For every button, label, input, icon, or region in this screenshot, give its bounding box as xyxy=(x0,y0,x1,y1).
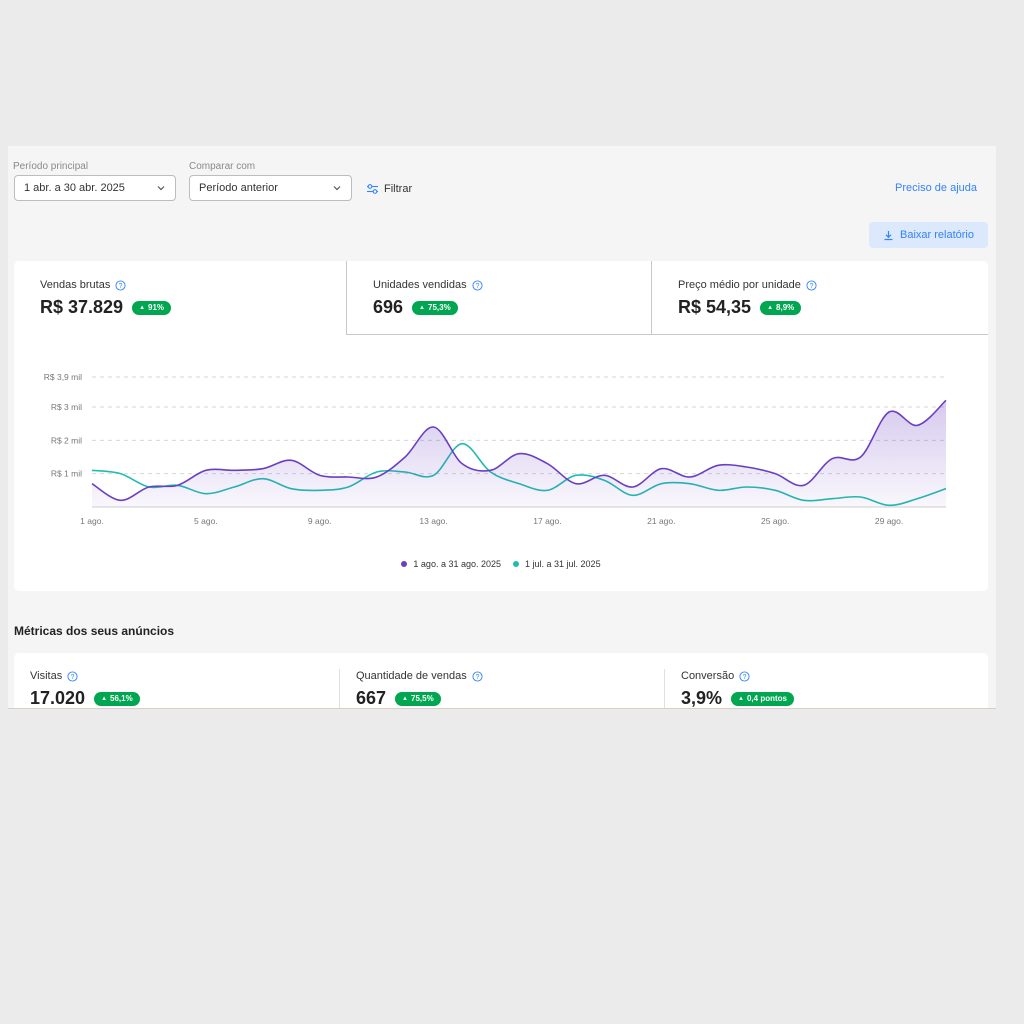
tab-avg-price[interactable]: Preço médio por unidade ? R$ 54,35 ▲ 8,9% xyxy=(651,261,988,335)
metric-visits: Visitas ? 17.020 ▲ 56,1% xyxy=(14,653,339,708)
x-tick-label: 5 ago. xyxy=(194,516,218,526)
metric-value: 667 xyxy=(356,688,387,708)
tab-label: Unidades vendidas xyxy=(373,279,467,291)
section-title: Métricas dos seus anúncios xyxy=(14,624,175,638)
tab-value: R$ 37.829 xyxy=(40,297,124,317)
legend-dot xyxy=(513,561,520,567)
chevron-down-icon xyxy=(333,186,341,191)
svg-text:?: ? xyxy=(119,282,123,289)
svg-text:?: ? xyxy=(743,673,747,680)
sliders-icon xyxy=(367,184,378,194)
help-circle-icon[interactable]: ? xyxy=(115,279,126,291)
growth-badge: ▲ 75,3% xyxy=(412,300,458,315)
badge-text: 75,5% xyxy=(411,694,434,703)
badge-text: 0,4 pontos xyxy=(746,694,787,703)
legend-label: 1 ago. a 31 ago. 2025 xyxy=(413,559,502,569)
x-tick-label: 21 ago. xyxy=(647,516,675,526)
download-label: Baixar relatório xyxy=(900,229,974,241)
x-tick-label: 29 ago. xyxy=(875,516,903,526)
legend-item[interactable]: 1 jul. a 31 jul. 2025 xyxy=(513,559,601,569)
badge-text: 75,3% xyxy=(428,303,451,312)
dashboard-panel: Período principal 1 abr. a 30 abr. 2025 … xyxy=(8,146,996,709)
up-triangle-icon: ▲ xyxy=(402,695,408,702)
x-tick-label: 25 ago. xyxy=(761,516,789,526)
metric-label: Quantidade de vendas xyxy=(356,670,467,682)
metric-sales-count: Quantidade de vendas ? 667 ▲ 75,5% xyxy=(339,669,664,708)
chart-legend: 1 ago. a 31 ago. 2025 1 jul. a 31 jul. 2… xyxy=(14,559,988,569)
y-tick-label: R$ 3 mil xyxy=(51,402,82,412)
metric-value: 17.020 xyxy=(30,688,86,708)
growth-badge: ▲ 8,9% xyxy=(760,300,802,315)
tab-label: Preço médio por unidade xyxy=(678,279,801,291)
filter-label: Filtrar xyxy=(384,183,413,195)
svg-text:?: ? xyxy=(810,282,814,289)
y-tick-label: R$ 3,9 mil xyxy=(44,372,82,382)
y-tick-label: R$ 1 mil xyxy=(51,469,82,479)
up-triangle-icon: ▲ xyxy=(738,695,744,702)
metric-label: Visitas xyxy=(30,670,63,682)
up-triangle-icon: ▲ xyxy=(139,304,146,311)
x-tick-label: 17 ago. xyxy=(533,516,561,526)
badge-text: 8,9% xyxy=(776,303,795,312)
main-period-value: 1 abr. a 30 abr. 2025 xyxy=(24,182,125,194)
main-period-label: Período principal xyxy=(13,161,89,172)
sales-line-chart: R$ 1 mil R$ 2 mil R$ 3 mil R$ 3,9 mil 1 ago.… xyxy=(44,372,947,526)
legend-item[interactable]: 1 ago. a 31 ago. 2025 xyxy=(401,559,501,569)
compare-label: Comparar com xyxy=(189,161,256,172)
svg-text:?: ? xyxy=(475,673,479,680)
tab-units-sold[interactable]: Unidades vendidas ? 696 ▲ 75,3% xyxy=(346,261,651,335)
y-tick-label: R$ 2 mil xyxy=(51,435,82,445)
up-triangle-icon: ▲ xyxy=(419,304,425,311)
tab-value: R$ 54,35 xyxy=(678,297,752,317)
sales-chart-card: Vendas brutas ? R$ 37.829 ▲ 91% Unidades … xyxy=(14,261,988,591)
svg-text:?: ? xyxy=(71,673,75,680)
tab-value: 696 xyxy=(373,297,404,317)
help-circle-icon[interactable]: ? xyxy=(67,670,78,682)
main-period-select[interactable]: 1 abr. a 30 abr. 2025 xyxy=(14,175,176,201)
growth-badge: ▲ 0,4 pontos xyxy=(731,691,794,706)
x-tick-label: 9 ago. xyxy=(308,516,332,526)
download-icon xyxy=(884,230,893,240)
svg-text:?: ? xyxy=(475,282,479,289)
compare-select[interactable]: Período anterior xyxy=(189,175,352,201)
help-link[interactable]: Preciso de ajuda xyxy=(895,182,977,194)
help-circle-icon[interactable]: ? xyxy=(739,670,750,682)
ad-metrics-card: Visitas ? 17.020 ▲ 56,1% Quantidade de ve… xyxy=(14,653,988,708)
legend-dot xyxy=(401,561,408,567)
download-report-button[interactable]: Baixar relatório xyxy=(869,222,988,248)
growth-badge: ▲ 91% xyxy=(132,300,172,315)
tab-gross-sales[interactable]: Vendas brutas ? R$ 37.829 ▲ 91% xyxy=(14,261,346,335)
metric-value: 3,9% xyxy=(681,688,723,708)
x-tick-label: 13 ago. xyxy=(419,516,447,526)
compare-value: Período anterior xyxy=(199,182,278,194)
help-circle-icon[interactable]: ? xyxy=(806,279,817,291)
up-triangle-icon: ▲ xyxy=(101,695,108,702)
growth-badge: ▲ 75,5% xyxy=(395,691,441,706)
metric-label: Conversão xyxy=(681,670,735,682)
chevron-down-icon xyxy=(157,186,165,191)
help-circle-icon[interactable]: ? xyxy=(472,670,483,682)
tab-label: Vendas brutas xyxy=(40,279,111,291)
help-circle-icon[interactable]: ? xyxy=(472,279,483,291)
badge-text: 91% xyxy=(148,303,165,312)
metric-conversion: Conversão ? 3,9% ▲ 0,4 pontos xyxy=(664,669,988,708)
filter-button[interactable]: Filtrar xyxy=(366,180,412,198)
up-triangle-icon: ▲ xyxy=(767,304,774,311)
growth-badge: ▲ 56,1% xyxy=(94,691,140,706)
series-0-line[interactable] xyxy=(91,399,947,502)
x-tick-label: 1 ago. xyxy=(80,516,104,526)
badge-text: 56,1% xyxy=(110,694,133,703)
legend-label: 1 jul. a 31 jul. 2025 xyxy=(525,559,601,569)
